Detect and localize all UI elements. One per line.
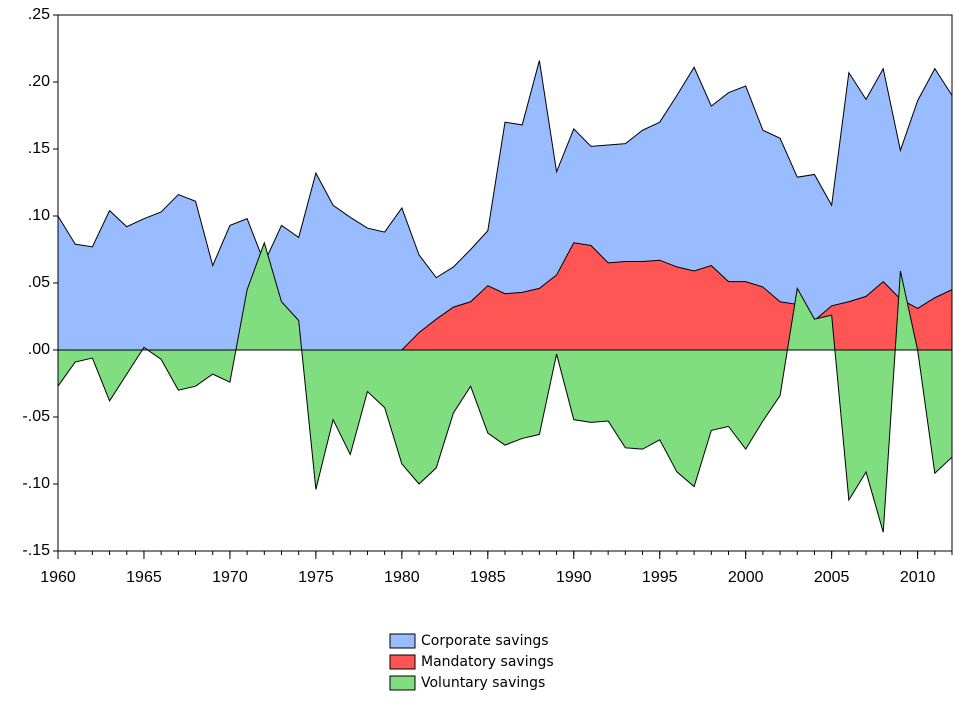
legend-label: Voluntary savings <box>421 675 545 691</box>
legend-swatch <box>389 675 416 691</box>
x-tick-label: 2005 <box>814 569 850 586</box>
x-tick-label: 2010 <box>900 569 936 586</box>
area <box>57 60 953 351</box>
area <box>57 241 953 533</box>
legend-label: Mandatory savings <box>421 654 554 670</box>
x-tick-label: 2000 <box>728 569 764 586</box>
x-tick-label: 1970 <box>212 569 248 586</box>
x-tick-label: 1965 <box>126 569 162 586</box>
y-tick-label: .25 <box>28 6 50 23</box>
x-tick-label: 1985 <box>470 569 506 586</box>
legend-swatch <box>389 633 416 649</box>
y-tick-label: -.10 <box>22 475 50 492</box>
x-tick-label: 1995 <box>642 569 678 586</box>
legend-swatch <box>389 654 416 670</box>
legend-label: Corporate savings <box>421 633 549 649</box>
y-tick-label: .05 <box>28 274 50 291</box>
x-tick-label: 1990 <box>556 569 592 586</box>
y-tick-label: .10 <box>28 207 50 224</box>
y-tick-label: -.05 <box>22 408 50 425</box>
x-tick-label: 1980 <box>384 569 420 586</box>
y-tick-label: -.15 <box>22 542 50 559</box>
y-tick-label: .15 <box>28 140 50 157</box>
y-tick-label: .20 <box>28 73 50 90</box>
y-tick-label: .00 <box>28 341 50 358</box>
x-tick-label: 1960 <box>40 569 76 586</box>
x-tick-label: 1975 <box>298 569 334 586</box>
